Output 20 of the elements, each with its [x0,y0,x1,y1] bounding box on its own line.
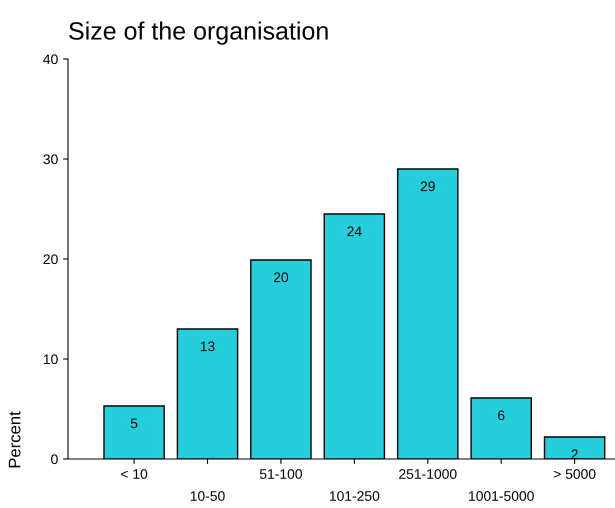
y-tick-label: 40 [43,54,58,64]
data-label: 20 [274,272,288,282]
data-label: 29 [420,181,435,192]
y-tick-label: 20 [44,254,58,264]
data-label: 13 [200,341,215,352]
x-tick-label: 101-250 [330,491,380,501]
x-tick-label: 10-50 [190,491,225,501]
x-tick-label: 1001-5000 [469,491,534,501]
x-tick-label: < 10 [121,469,148,479]
y-tick-label: 30 [43,154,58,164]
x-tick-label: > 5000 [554,469,596,479]
x-tick-label: 251-1000 [399,469,457,479]
x-tick-label: 51-100 [260,469,302,479]
y-axis-title: Percent [8,411,20,468]
y-tick-label: 10 [44,354,58,364]
chart-title: Size of the organisation [69,21,328,45]
data-label: 5 [130,418,138,428]
data-label: 24 [347,226,362,236]
y-tick-label: 0 [51,454,58,464]
data-label: 6 [498,410,504,420]
